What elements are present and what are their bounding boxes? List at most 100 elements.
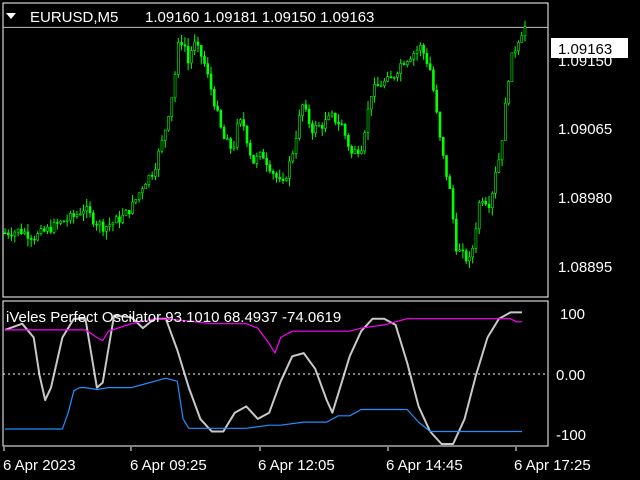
candle-body [445,155,448,177]
price-candles [3,20,527,269]
candle-body [396,73,399,78]
current-price-tag [551,38,628,58]
candle-body [177,42,180,75]
candle-body [369,96,373,110]
candle-body [36,233,40,241]
candle-body [281,178,285,181]
osc-main-line[interactable] [4,311,522,445]
candle-body [366,108,370,133]
candle-body [78,213,82,216]
candle-body [147,175,151,185]
candle-body [464,250,468,262]
candle-body [461,249,465,252]
candle-body [82,210,85,215]
oscillator-lines[interactable] [4,311,522,445]
candle-body [490,192,494,208]
candle-body [474,228,478,249]
price-tick: 1.09065 [558,121,612,138]
candle-body [448,176,452,189]
candle-body [255,156,259,164]
candle-body [383,80,386,87]
candle-body [199,45,203,57]
price-tick: 1.08980 [558,190,612,207]
candle-body [271,170,275,174]
candle-body [432,69,435,91]
candle-body [262,151,265,159]
candle-body [399,63,403,74]
time-tick: 6 Apr 14:45 [386,457,463,474]
candle-body [258,151,262,157]
osc-signal-line[interactable] [5,318,522,354]
candle-body [284,177,288,181]
candle-body [85,206,89,212]
candle-body [412,53,416,60]
candle-body [317,124,321,127]
candle-body [131,201,134,214]
candle-body [69,213,72,221]
candle-body [517,42,520,52]
candle-body [26,231,30,239]
candle-body [16,228,20,233]
candle-body [6,232,10,236]
candle-body [438,111,442,138]
candle-body [392,76,396,79]
candle-body [523,26,527,37]
candle-body [33,238,36,241]
candle-body [52,222,56,233]
candle-body [65,219,69,222]
candle-body [409,58,412,62]
candle-body [49,226,53,233]
candle-body [226,138,229,140]
candle-body [235,123,239,148]
oscillator-tick: 100 [560,306,585,323]
candle-body [520,35,524,43]
candle-body [157,150,161,170]
candle-body [458,249,461,252]
candle-body [330,112,334,117]
oscillator-tick: 0.00 [556,367,585,384]
candle-body [183,44,187,47]
candle-body [46,226,49,232]
candle-body [216,105,219,111]
candle-body [428,63,432,71]
current-price-value: 1.09163 [558,41,612,58]
candle-body [363,132,367,152]
candle-body [127,210,131,214]
triangle-down-icon[interactable] [6,13,16,19]
candle-body [209,73,213,90]
candle-body [72,213,75,217]
candle-body [92,212,95,225]
candle-body [477,202,481,230]
candle-body [497,159,501,173]
osc-trend-line[interactable] [5,377,522,433]
candle-body [59,220,62,224]
candle-body [419,44,422,51]
time-tick: 6 Apr 17:25 [514,457,591,474]
candle-body [291,153,295,162]
candle-body [101,221,105,232]
candle-body [150,175,154,177]
candle-body [75,214,79,217]
candle-body [386,76,389,82]
candle-body [3,232,7,235]
candle-body [213,89,216,107]
candle-body [334,112,337,123]
price-axis: 1.09150 1.09065 1.08980 1.08895 [558,53,612,276]
candle-body [42,228,46,232]
candle-body [360,150,363,154]
candle-body [154,169,157,177]
candle-body [252,154,255,164]
candle-body [134,199,138,203]
candle-body [337,121,340,125]
symbol-label: EURUSD,M5 [30,9,118,26]
candle-body [118,216,121,223]
candle-body [441,136,445,156]
candle-body [111,222,115,225]
candle-body [353,149,357,154]
candle-body [435,90,438,113]
candle-body [173,74,177,99]
candle-body [347,135,350,147]
candle-body [229,138,232,149]
candle-body [278,177,282,180]
candle-body [298,115,301,139]
